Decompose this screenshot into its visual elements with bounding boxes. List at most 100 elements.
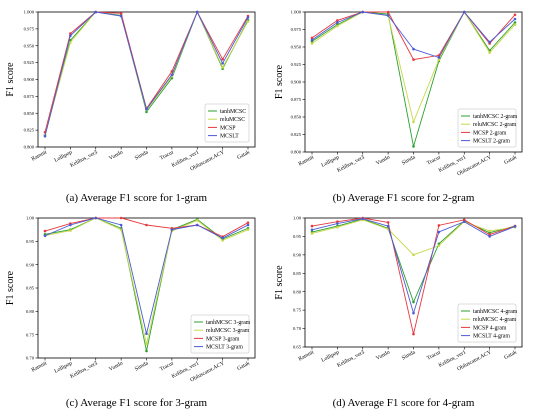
data-point: [336, 220, 339, 223]
data-point: [94, 10, 98, 14]
data-point: [488, 51, 491, 54]
legend-entry: MCSP 2-gram: [473, 130, 507, 136]
data-point: [488, 229, 491, 233]
legend-entry: MCSLT 3-gram: [206, 345, 243, 351]
y-tick-label: 0.85: [26, 286, 35, 291]
data-point: [336, 19, 339, 22]
data-point: [310, 228, 314, 232]
data-point: [195, 219, 199, 222]
data-point: [336, 222, 339, 225]
data-point: [43, 134, 47, 138]
legend-entry: MCSLT: [220, 134, 239, 140]
x-tick-label: Lollipop: [320, 349, 340, 363]
data-point: [412, 145, 415, 148]
x-tick-label: Simda: [134, 360, 150, 372]
x-tick-label: Ramnit: [298, 154, 316, 167]
data-point: [246, 20, 250, 23]
legend-box: [457, 108, 517, 148]
x-tick-label: Lollipop: [320, 154, 340, 168]
y-tick-label: 0.95: [293, 234, 302, 239]
y-axis-label: F1 score: [5, 62, 16, 97]
data-point: [386, 224, 390, 228]
panel-caption: (c) Average F1 score for 3-gram: [66, 397, 208, 409]
x-tick-label: Tracur: [159, 149, 175, 161]
data-point: [119, 14, 123, 18]
data-point: [310, 224, 314, 228]
data-point: [513, 21, 517, 24]
data-point: [412, 58, 415, 61]
data-point: [412, 300, 415, 304]
y-tick-label: 0.90: [293, 252, 302, 257]
legend-box: [457, 303, 517, 343]
data-point: [462, 220, 466, 223]
y-tick-label: 0.75: [26, 332, 35, 337]
y-tick-label: 0.825: [24, 128, 35, 133]
panel-caption: (d) Average F1 score for 4-gram: [333, 397, 475, 409]
legend-entry: tanhMCSC 4-gram: [473, 309, 518, 315]
y-tick-label: 0.875: [291, 97, 302, 102]
data-point: [195, 10, 199, 14]
data-point: [462, 10, 466, 14]
data-point: [119, 223, 123, 227]
data-point: [310, 232, 314, 235]
chart-panel-4: 0.65 0.70 0.75 0.80 0.85 0.90 0.95 1.00 Ramnit Lo…: [274, 216, 523, 409]
data-point: [221, 236, 224, 240]
y-axis-label: F1 score: [274, 64, 285, 99]
y-tick-label: 0.65: [293, 345, 302, 350]
data-point: [386, 10, 390, 14]
data-point: [43, 229, 47, 233]
y-tick-label: 1.000: [24, 10, 35, 15]
y-tick-label: 1.000: [291, 10, 302, 15]
y-tick-label: 0.975: [291, 27, 302, 32]
y-tick-label: 0.80: [26, 309, 35, 314]
data-point: [43, 234, 47, 238]
legend: tanhMCSC 2-gram reluMCSC 2-gram MCSP 2-gra…: [457, 108, 518, 148]
data-point: [69, 223, 72, 227]
data-point: [513, 17, 517, 21]
x-tick-label: Vundo: [108, 360, 124, 372]
data-point: [195, 223, 199, 227]
x-tick-label: Tracur: [159, 360, 175, 372]
data-point: [437, 56, 441, 59]
data-point: [310, 42, 314, 45]
data-point: [412, 47, 415, 51]
y-tick-label: 0.850: [291, 115, 302, 120]
legend-entry: tanhMCSC 3-gram: [206, 320, 251, 326]
data-point: [119, 216, 123, 220]
legend-entry: reluMCSC 4-gram: [473, 317, 517, 323]
data-point: [145, 342, 148, 346]
legend-box: [190, 314, 250, 354]
y-tick-label: 1.00: [26, 216, 35, 221]
data-point: [437, 244, 441, 247]
data-point: [69, 229, 72, 232]
x-tick-label: Gatak: [236, 360, 251, 372]
data-point: [361, 217, 365, 221]
y-tick-label: 0.95: [26, 239, 35, 244]
data-point: [69, 32, 72, 35]
legend-entry: reluMCSC 2-gram: [473, 122, 517, 128]
data-point: [246, 16, 250, 19]
data-point: [488, 40, 491, 44]
data-point: [145, 107, 148, 111]
x-tick-label: Simda: [401, 154, 417, 166]
y-tick-label: 0.875: [24, 94, 35, 99]
data-point: [412, 120, 415, 124]
x-tick-label: Gatak: [503, 154, 518, 166]
data-point: [221, 57, 224, 61]
legend-entry: reluMCSC 3-gram: [206, 328, 250, 334]
y-tick-label: 0.975: [24, 26, 35, 31]
x-tick-label: Kelihos_ver3: [69, 149, 99, 169]
x-tick-label: Gatak: [236, 149, 251, 161]
y-axis-label: F1 score: [5, 270, 16, 305]
y-tick-label: 0.75: [293, 308, 302, 313]
data-point: [221, 239, 224, 242]
y-tick-label: 0.950: [24, 43, 35, 48]
legend: tanhMCSC 3-gram reluMCSC 3-gram MCSP 3-gra…: [190, 314, 251, 354]
panel-caption: (a) Average F1 score for 1-gram: [66, 192, 208, 204]
y-tick-label: 0.70: [26, 356, 35, 361]
data-point: [69, 41, 72, 44]
y-tick-label: 0.900: [24, 77, 35, 82]
y-tick-label: 0.85: [293, 271, 302, 276]
x-tick-label: Lollipop: [53, 149, 73, 163]
y-tick-label: 0.80: [293, 289, 302, 294]
